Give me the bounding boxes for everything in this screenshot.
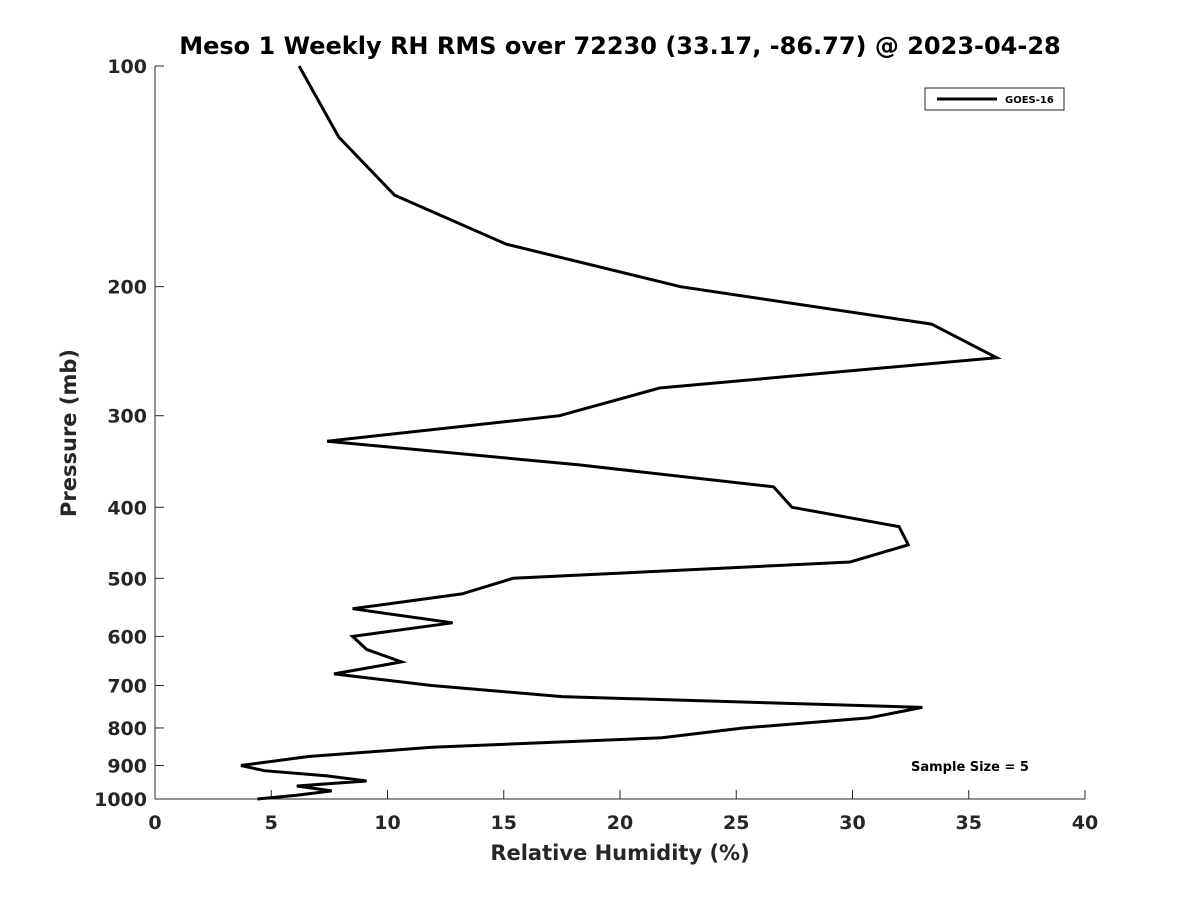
y-tick-label: 600 bbox=[107, 626, 147, 648]
x-tick-label: 25 bbox=[723, 812, 749, 834]
x-tick-label: 0 bbox=[148, 812, 161, 834]
x-tick-label: 35 bbox=[956, 812, 982, 834]
y-tick-label: 900 bbox=[107, 755, 147, 777]
x-tick-label: 30 bbox=[839, 812, 865, 834]
y-tick-label: 700 bbox=[107, 675, 147, 697]
y-tick-label: 300 bbox=[107, 406, 147, 428]
series-line-goes-16 bbox=[240, 65, 1002, 801]
y-tick-label: 200 bbox=[107, 277, 147, 299]
y-tick-label: 800 bbox=[107, 718, 147, 740]
x-tick-label: 15 bbox=[491, 812, 517, 834]
x-tick-label: 20 bbox=[607, 812, 633, 834]
x-tick-label: 10 bbox=[374, 812, 400, 834]
legend: GOES-16 bbox=[924, 87, 1065, 111]
y-tick-label: 400 bbox=[107, 497, 147, 519]
x-axis-ticks: 0 5 10 15 20 25 30 35 40 bbox=[148, 790, 1098, 834]
axes-box bbox=[155, 66, 1085, 799]
y-axis-label: Pressure (mb) bbox=[57, 349, 81, 517]
y-axis-ticks: 100 200 300 400 500 600 700 800 900 1000 bbox=[94, 56, 164, 811]
series-layer bbox=[240, 65, 1002, 801]
legend-label-goes-16: GOES-16 bbox=[1005, 95, 1054, 106]
plot-area bbox=[154, 66, 1085, 800]
x-axis-label: Relative Humidity (%) bbox=[490, 841, 749, 865]
y-tick-label: 100 bbox=[107, 56, 147, 78]
x-tick-label: 5 bbox=[265, 812, 278, 834]
x-tick-label: 40 bbox=[1072, 812, 1098, 834]
y-tick-label: 500 bbox=[107, 568, 147, 590]
chart-title: Meso 1 Weekly RH RMS over 72230 (33.17, … bbox=[179, 32, 1061, 60]
sample-size-annotation: Sample Size = 5 bbox=[911, 760, 1029, 775]
y-tick-label: 1000 bbox=[94, 789, 147, 811]
